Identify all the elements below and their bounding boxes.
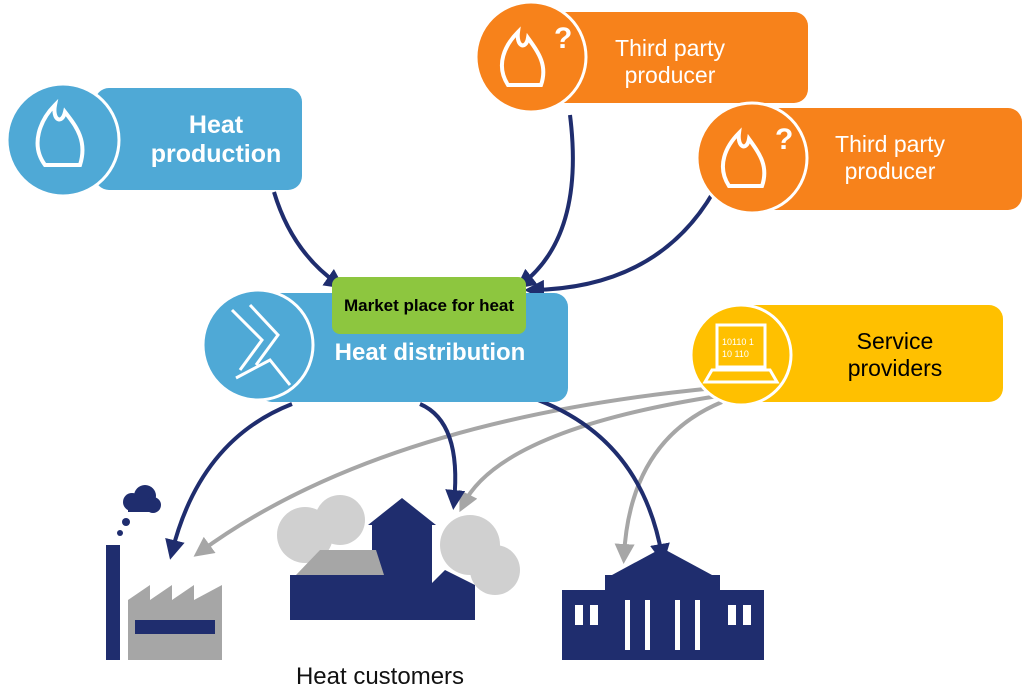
svg-text:?: ?: [554, 22, 572, 55]
node-label: Heat distribution: [310, 332, 550, 374]
houses-icon: [277, 495, 520, 620]
node-label: Market place for heat: [340, 279, 518, 333]
diagram: ? ? 10110 1 10 110 Heat production Third…: [0, 0, 1022, 693]
laptop-code: 10 110: [722, 349, 749, 359]
customers-label: Heat customers: [270, 660, 490, 693]
building-icon: [562, 548, 764, 660]
factory-icon: [106, 485, 222, 660]
node-label: Heat production: [130, 95, 302, 185]
node-label: Third party producer: [810, 118, 970, 198]
laptop-code: 10110 1: [722, 337, 754, 347]
node-icon: [7, 84, 119, 196]
node-label: Third party producer: [590, 22, 750, 102]
svg-text:?: ?: [775, 123, 793, 156]
node-label: Service providers: [820, 315, 970, 395]
